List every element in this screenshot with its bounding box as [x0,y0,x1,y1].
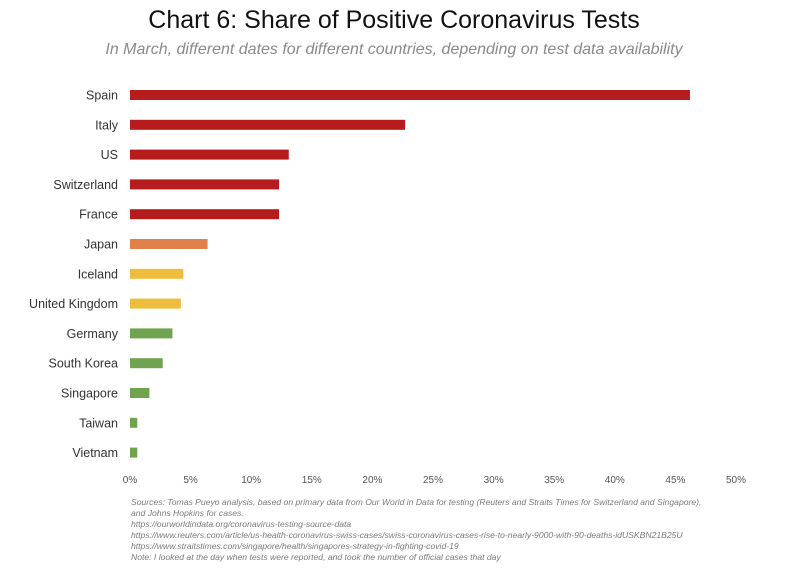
bars-group [130,90,690,458]
category-label: United Kingdom [29,297,118,311]
note-line: https://ourworldindata.org/coronavirus-t… [131,518,352,529]
bar [130,209,280,220]
x-tick-label: 5% [183,475,198,486]
chart-subtitle: In March, different dates for different … [105,41,683,58]
category-label: Vietnam [72,446,118,460]
bar [130,119,406,130]
category-label: South Korea [49,357,119,371]
x-tick-label: 10% [241,475,261,486]
category-label: Italy [95,118,119,132]
x-tick-label: 30% [484,475,504,486]
note-line: https://www.straitstimes.com/singapore/h… [131,540,459,551]
chart-title: Chart 6: Share of Positive Coronavirus T… [148,6,640,34]
x-axis-tick-labels: 0% 5% 10% 15% 20% 25% 30% 35% 40% 45% 50% [123,475,746,486]
bar [130,298,181,309]
category-label: France [79,208,118,222]
bar [130,90,690,100]
category-label: Singapore [61,387,118,401]
category-label: Iceland [78,267,118,281]
note-line: Note: I looked at the day when tests wer… [131,551,501,562]
bar [130,149,289,160]
x-tick-label: 40% [605,475,625,486]
bar [130,417,138,428]
note-line: Sources: Tomas Pueyo analysis, based on … [131,497,702,507]
category-label: Germany [67,327,119,341]
bar [130,179,280,190]
bar [130,268,184,279]
x-tick-label: 0% [123,475,138,486]
note-line: and Johns Hopkins for cases. [131,507,244,518]
category-label: Taiwan [79,416,118,430]
x-tick-label: 25% [423,475,443,486]
bar [130,239,208,249]
category-label: Spain [86,89,118,103]
bar [130,328,173,339]
x-tick-label: 50% [726,475,746,486]
category-label: Japan [84,238,118,252]
category-label: Switzerland [53,178,118,192]
bar [130,358,163,369]
note-line: https://www.reuters.com/article/us-healt… [131,529,683,540]
source-notes: Sources: Tomas Pueyo analysis, based on … [131,497,781,562]
category-labels: Spain Italy US Switzerland France Japan Icelan… [29,89,119,461]
bar [130,388,150,398]
x-tick-label: 45% [665,475,685,486]
x-tick-label: 35% [544,475,564,486]
x-tick-label: 20% [362,475,382,486]
x-tick-label: 15% [302,475,322,486]
bar [130,447,138,458]
category-label: US [101,148,118,162]
